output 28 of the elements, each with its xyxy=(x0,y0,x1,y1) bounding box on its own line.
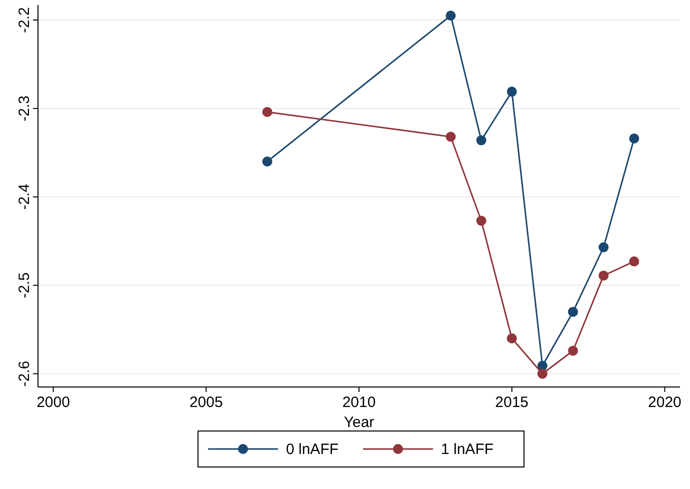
x-tick-label: 2000 xyxy=(36,394,70,411)
point xyxy=(446,10,456,21)
y-tick-label: -2.6 xyxy=(16,360,33,387)
point xyxy=(262,106,272,117)
x-tick-label: 2010 xyxy=(342,394,376,411)
x-axis-title: Year xyxy=(344,414,374,431)
point xyxy=(568,346,578,356)
y-tick-label: -2.5 xyxy=(16,272,33,298)
point xyxy=(598,242,609,252)
point xyxy=(568,306,578,317)
point xyxy=(537,368,548,379)
x-tick-label: 2015 xyxy=(495,394,529,411)
point xyxy=(506,333,517,344)
point xyxy=(476,216,486,226)
y-tick-label: -2.3 xyxy=(16,96,33,122)
y-tick-label: -2.2 xyxy=(16,7,33,33)
point xyxy=(629,134,640,144)
x-tick-label: 2005 xyxy=(189,394,223,411)
point xyxy=(598,270,609,281)
y-tick-label: -2.4 xyxy=(16,184,33,210)
x-tick-label: 2020 xyxy=(648,394,682,411)
point xyxy=(446,132,456,142)
point xyxy=(506,86,517,97)
point xyxy=(629,256,640,266)
point xyxy=(476,135,486,146)
legend-label: 0 lnAFF xyxy=(286,441,339,458)
legend-label: 1 lnAFF xyxy=(441,441,494,458)
point xyxy=(262,156,272,167)
